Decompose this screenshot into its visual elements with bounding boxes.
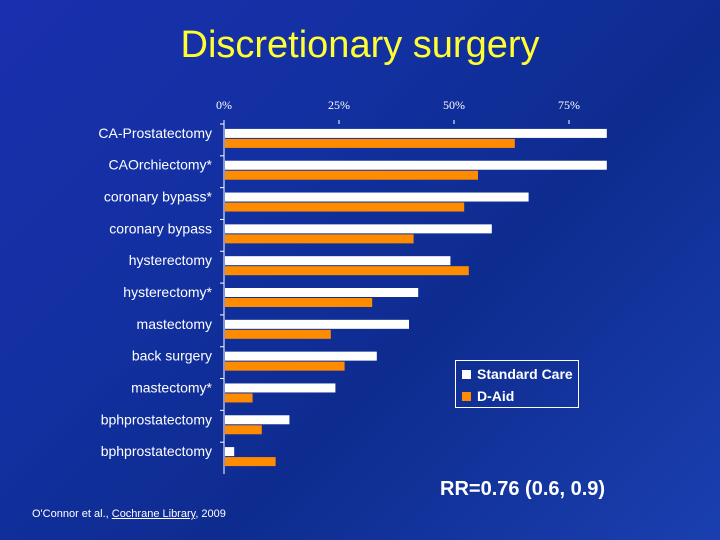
citation: O'Connor et al., Cochrane Library, 2009 xyxy=(32,508,226,520)
bar-d-aid-hysterectomy xyxy=(225,266,469,276)
bar-standard-care-mastectomy xyxy=(225,319,409,329)
slide-title: Discretionary surgery xyxy=(180,24,540,66)
bar-d-aid-caorchiectomy xyxy=(225,170,478,180)
chart-legend: Standard Care D-Aid xyxy=(455,360,579,408)
category-label: hysterectomy* xyxy=(123,284,212,300)
category-label: bphprostatectomy xyxy=(101,411,212,427)
category-label: CA-Prostatectomy xyxy=(98,125,212,141)
bar-standard-care-back-surgery xyxy=(225,351,377,361)
bar-d-aid-bphprostatectomy xyxy=(225,457,276,467)
bar-d-aid-coronary-bypass xyxy=(225,202,465,212)
bar-standard-care-bphprostatectomy xyxy=(225,415,290,425)
bar-standard-care-hysterectomy xyxy=(225,288,419,297)
bar-standard-care-hysterectomy xyxy=(225,256,451,266)
x-tick-label: 25% xyxy=(328,98,350,112)
bar-d-aid-mastectomy xyxy=(225,393,253,403)
citation-year: , 2009 xyxy=(195,508,226,520)
category-label: coronary bypass* xyxy=(104,189,213,205)
bar-standard-care-mastectomy xyxy=(225,383,336,393)
legend-label-standard-care: Standard Care xyxy=(477,366,573,382)
category-label: CAOrchiectomy* xyxy=(109,157,213,173)
category-label: bphprostatectomy xyxy=(101,443,212,459)
x-tick-label: 50% xyxy=(443,98,465,112)
relative-risk-note: RR=0.76 (0.6, 0.9) xyxy=(440,478,606,500)
bar-standard-care-bphprostatectomy xyxy=(225,447,235,457)
bar-d-aid-ca-prostatectomy xyxy=(225,138,515,148)
citation-journal: Cochrane Library xyxy=(111,508,196,520)
bar-standard-care-caorchiectomy xyxy=(225,160,607,170)
category-label: hysterectomy xyxy=(129,252,212,268)
citation-authors: O'Connor et al., xyxy=(32,508,112,520)
category-label: mastectomy* xyxy=(131,379,212,395)
bar-d-aid-hysterectomy xyxy=(225,298,373,307)
bar-d-aid-coronary-bypass xyxy=(225,234,414,244)
bar-standard-care-ca-prostatectomy xyxy=(225,128,607,138)
category-label: coronary bypass xyxy=(109,220,212,236)
legend-swatch-d-aid xyxy=(462,391,471,401)
x-tick-label: 75% xyxy=(558,98,580,112)
bar-d-aid-bphprostatectomy xyxy=(225,425,262,435)
bar-d-aid-mastectomy xyxy=(225,329,331,339)
x-tick-label: 0% xyxy=(216,98,232,112)
bar-standard-care-coronary-bypass xyxy=(225,224,492,234)
category-label: back surgery xyxy=(132,348,212,364)
category-label: mastectomy xyxy=(137,316,212,332)
legend-swatch-standard-care xyxy=(462,369,471,379)
legend-item-d-aid: D-Aid xyxy=(462,388,514,404)
bar-d-aid-back-surgery xyxy=(225,361,345,371)
legend-item-standard-care: Standard Care xyxy=(462,366,573,382)
legend-label-d-aid: D-Aid xyxy=(477,388,515,404)
bar-standard-care-coronary-bypass xyxy=(225,192,529,202)
